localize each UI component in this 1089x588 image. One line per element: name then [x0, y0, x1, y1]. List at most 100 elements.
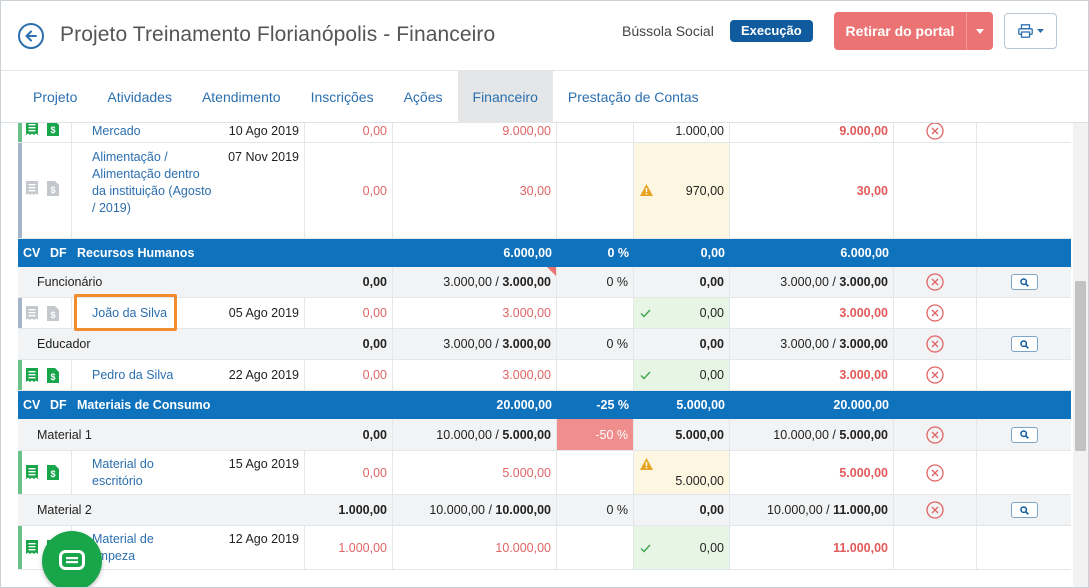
- value-text-bold: 3.000,00: [839, 337, 888, 351]
- group-row: Funcionário 0,00 3.000,00 / 3.000,00 0 %…: [18, 267, 1071, 298]
- value-text: 0,00: [699, 368, 724, 382]
- button-divider: [966, 12, 967, 50]
- receipt-icon[interactable]: [26, 368, 38, 382]
- tab-financeiro[interactable]: Financeiro: [457, 71, 553, 123]
- receipt-icon[interactable]: [26, 465, 38, 479]
- value-cell: 10.000,00: [393, 526, 557, 569]
- svg-text:$: $: [50, 185, 55, 195]
- retire-from-portal-button[interactable]: Retirar do portal: [834, 12, 993, 50]
- search-cell: [977, 267, 1071, 297]
- receipt-icon[interactable]: [26, 181, 38, 195]
- search-button[interactable]: [1010, 336, 1038, 352]
- percent-cell: [557, 143, 634, 238]
- remove-circle-icon[interactable]: [926, 273, 944, 291]
- tab-acoes[interactable]: Ações: [403, 89, 443, 105]
- remove-circle-icon[interactable]: [926, 501, 944, 519]
- item-name-link[interactable]: Pedro da Silva: [92, 368, 174, 382]
- value-text-bold: 5.000,00: [502, 427, 551, 442]
- item-name-link[interactable]: Alimentação / Alimentação dentro da inst…: [92, 150, 212, 215]
- value-cell: 1.000,00: [305, 526, 393, 569]
- value-text: 3.000,00 /: [780, 275, 840, 289]
- back-button[interactable]: [18, 23, 44, 49]
- remove-circle-icon[interactable]: [926, 366, 944, 384]
- value-text: 0,00: [699, 540, 724, 555]
- financial-table: $ Mercado 10 Ago 2019 0,00 9.000,00 1.00…: [1, 123, 1071, 587]
- value-cell: 10.000,00 / 10.000,00: [393, 495, 557, 525]
- receipt-icon[interactable]: [26, 540, 38, 554]
- invoice-dollar-icon[interactable]: $: [47, 465, 59, 480]
- value-cell: 11.000,00: [730, 526, 894, 569]
- remove-circle-icon[interactable]: [926, 425, 944, 444]
- print-button[interactable]: [1004, 13, 1057, 49]
- invoice-dollar-icon[interactable]: $: [47, 368, 59, 383]
- tab-prestacao-de-contas[interactable]: Prestação de Contas: [567, 89, 699, 105]
- value-cell: 20.000,00: [833, 397, 889, 412]
- tab-atendimento[interactable]: Atendimento: [201, 89, 281, 105]
- section-name: Materiais de Consumo: [77, 397, 211, 412]
- value-cell: 0,00: [305, 143, 393, 238]
- organization-name: Bússola Social: [622, 23, 714, 39]
- chat-button[interactable]: [42, 531, 102, 587]
- table-row: $ Mercado 10 Ago 2019 0,00 9.000,00 1.00…: [18, 123, 1071, 143]
- vertical-scrollbar[interactable]: [1073, 123, 1088, 587]
- value-cell: 0,00: [634, 495, 730, 525]
- remove-cell: [894, 329, 977, 359]
- percent-cell: [557, 360, 634, 390]
- item-name-link[interactable]: Material do escritório: [92, 456, 154, 488]
- tab-inscricoes[interactable]: Inscrições: [310, 89, 374, 105]
- remove-cell: [894, 419, 977, 450]
- value-text: 0,00: [699, 306, 724, 320]
- item-name-link[interactable]: João da Silva: [92, 306, 168, 320]
- chevron-down-icon[interactable]: [967, 28, 993, 34]
- search-button[interactable]: [1010, 502, 1038, 518]
- group-name: Funcionário: [37, 275, 103, 289]
- percent-cell: [557, 451, 634, 494]
- value-cell: 5.000,00: [634, 451, 730, 494]
- warning-icon: [640, 184, 653, 196]
- value-cell: 6.000,00: [840, 245, 889, 260]
- value-text: 10.000,00 /: [436, 427, 503, 442]
- value-cell: 3.000,00 / 3.000,00: [730, 267, 894, 297]
- receipt-icon[interactable]: [26, 306, 38, 320]
- search-button[interactable]: [1010, 426, 1038, 443]
- remove-circle-icon[interactable]: [926, 335, 944, 353]
- svg-text:$: $: [50, 125, 55, 135]
- remove-circle-icon[interactable]: [926, 123, 944, 140]
- remove-circle-icon[interactable]: [926, 304, 944, 322]
- item-date: 22 Ago 2019: [212, 360, 305, 390]
- check-icon: [640, 371, 651, 380]
- item-name-link[interactable]: Material de limpeza: [92, 531, 154, 563]
- invoice-dollar-icon[interactable]: $: [47, 123, 59, 136]
- value-cell: 0,00: [634, 526, 730, 569]
- warning-icon: [640, 458, 653, 470]
- tab-projeto[interactable]: Projeto: [33, 89, 78, 105]
- value-cell: 20.000,00: [496, 397, 552, 412]
- printer-icon: [1017, 24, 1033, 38]
- remove-circle-icon[interactable]: [926, 463, 944, 482]
- table-row: $ Material de limpeza 12 Ago 2019 1.000,…: [18, 526, 1071, 570]
- search-button[interactable]: [1010, 274, 1038, 290]
- cv-label: CV: [23, 397, 41, 412]
- value-cell: 0,00: [305, 329, 393, 359]
- scrollbar-thumb[interactable]: [1075, 281, 1086, 451]
- search-cell: [977, 495, 1071, 525]
- item-name-link[interactable]: Mercado: [92, 123, 141, 138]
- value-cell: 10.000,00 / 11.000,00: [730, 495, 894, 525]
- table-row: $ Material do escritório 15 Ago 2019 0,0…: [18, 451, 1071, 495]
- value-cell: 5.000,00: [393, 451, 557, 494]
- tab-atividades[interactable]: Atividades: [107, 89, 172, 105]
- page-header: Projeto Treinamento Florianópolis - Fina…: [1, 1, 1088, 71]
- check-icon: [640, 544, 651, 553]
- value-cell: 0,00: [305, 298, 393, 328]
- cv-label: CV: [23, 245, 41, 260]
- value-cell: 3.000,00: [393, 298, 557, 328]
- receipt-icon[interactable]: [26, 123, 38, 135]
- status-bar: [18, 298, 22, 328]
- table-row: $ Pedro da Silva 22 Ago 2019 0,00 3.000,…: [18, 360, 1071, 391]
- value-cell: 1.000,00: [305, 495, 393, 525]
- df-label: DF: [50, 397, 67, 412]
- invoice-dollar-icon[interactable]: $: [47, 181, 59, 196]
- status-bar: [18, 451, 22, 494]
- value-text: 3.000,00 /: [443, 337, 503, 351]
- invoice-dollar-icon[interactable]: $: [47, 306, 59, 321]
